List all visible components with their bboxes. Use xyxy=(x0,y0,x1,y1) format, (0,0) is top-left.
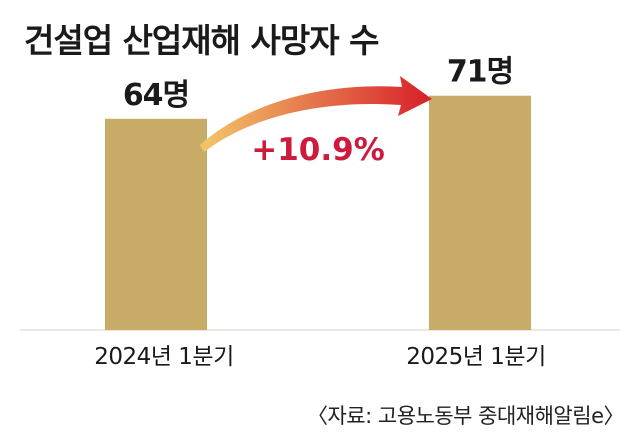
value-label-1: 64명 xyxy=(123,78,189,113)
chart-title: 건설업 산업재해 사망자 수 xyxy=(24,21,379,60)
bar-2 xyxy=(429,95,531,330)
category-label-2: 2025년 1분기 xyxy=(406,344,545,370)
bars-group xyxy=(105,95,531,330)
bar-1 xyxy=(105,118,207,330)
category-label-1: 2024년 1분기 xyxy=(94,344,233,370)
change-label: +10.9% xyxy=(251,132,385,168)
source-note: 〈자료: 고용노동부 중대재해알림e〉 xyxy=(306,404,625,428)
value-label-2: 71명 xyxy=(447,55,513,90)
change-arrow xyxy=(200,76,432,152)
labels-group: 64명 2024년 1분기 71명 2025년 1분기 xyxy=(94,55,546,370)
